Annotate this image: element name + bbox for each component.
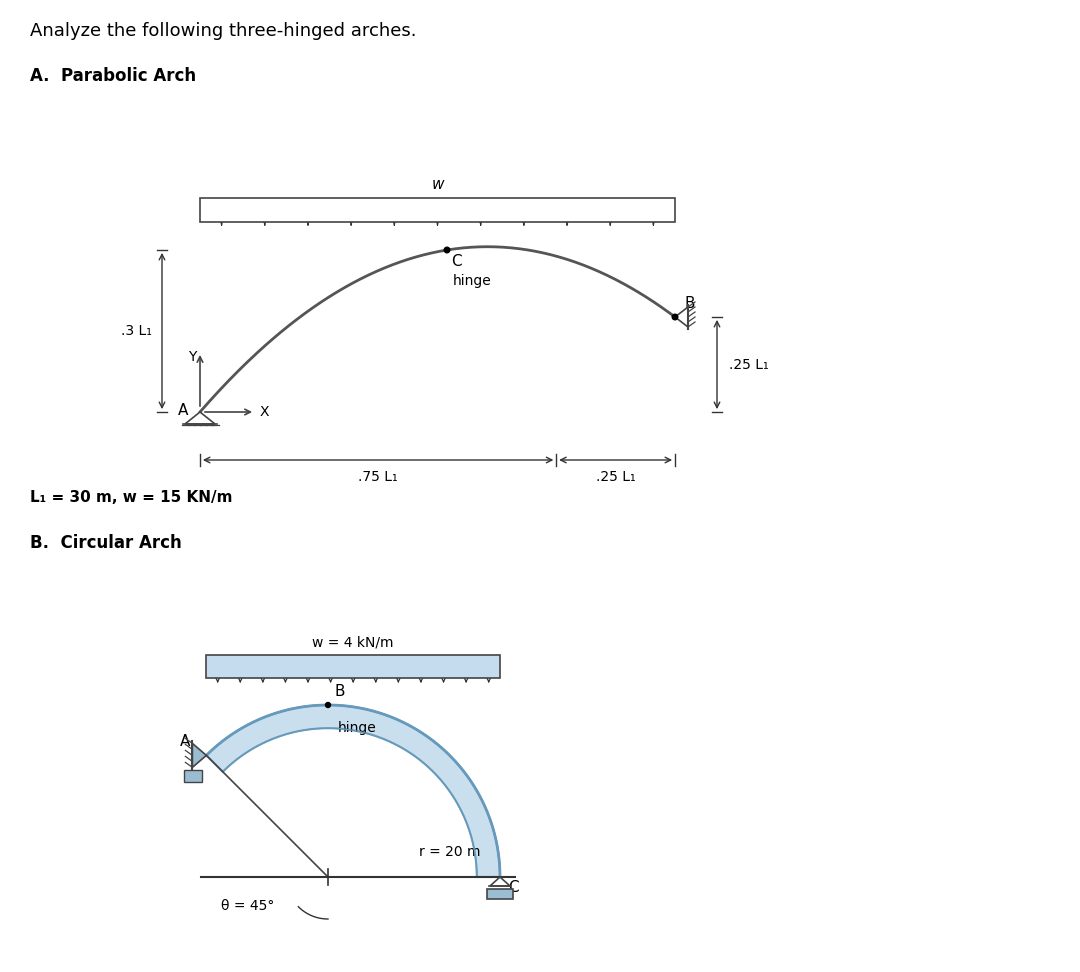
Text: L₁ = 30 m, w = 15 KN/m: L₁ = 30 m, w = 15 KN/m	[30, 490, 232, 505]
Polygon shape	[675, 307, 688, 327]
Text: θ = 45°: θ = 45°	[221, 899, 274, 913]
Circle shape	[444, 247, 449, 253]
Circle shape	[672, 314, 678, 320]
Bar	[200, 198, 675, 222]
Polygon shape	[206, 705, 500, 877]
Text: .25 L₁: .25 L₁	[596, 470, 635, 484]
Text: .25 L₁: .25 L₁	[729, 358, 769, 371]
Polygon shape	[192, 744, 206, 767]
Polygon shape	[490, 877, 510, 886]
Text: hinge: hinge	[338, 721, 377, 735]
Polygon shape	[185, 412, 215, 424]
Text: .75 L₁: .75 L₁	[359, 470, 397, 484]
Text: A.  Parabolic Arch: A. Parabolic Arch	[30, 67, 197, 85]
Text: C: C	[508, 880, 518, 895]
Text: .3 L₁: .3 L₁	[121, 324, 152, 338]
Text: B: B	[684, 296, 694, 311]
Text: B: B	[334, 684, 345, 699]
Bar	[487, 889, 513, 899]
Text: r = 20 m: r = 20 m	[419, 845, 481, 859]
Bar	[185, 771, 202, 782]
Text: hinge: hinge	[453, 274, 491, 288]
Text: X: X	[260, 405, 270, 419]
Text: Analyze the following three-hinged arches.: Analyze the following three-hinged arche…	[30, 22, 417, 40]
Text: A: A	[180, 735, 190, 749]
Text: C: C	[451, 254, 461, 269]
Text: B.  Circular Arch: B. Circular Arch	[30, 534, 181, 552]
Text: w = 4 kN/m: w = 4 kN/m	[312, 635, 394, 649]
Text: w: w	[431, 177, 444, 192]
Circle shape	[325, 703, 330, 708]
Text: Y: Y	[188, 350, 195, 364]
Text: A: A	[177, 402, 188, 418]
Bar	[206, 655, 500, 678]
